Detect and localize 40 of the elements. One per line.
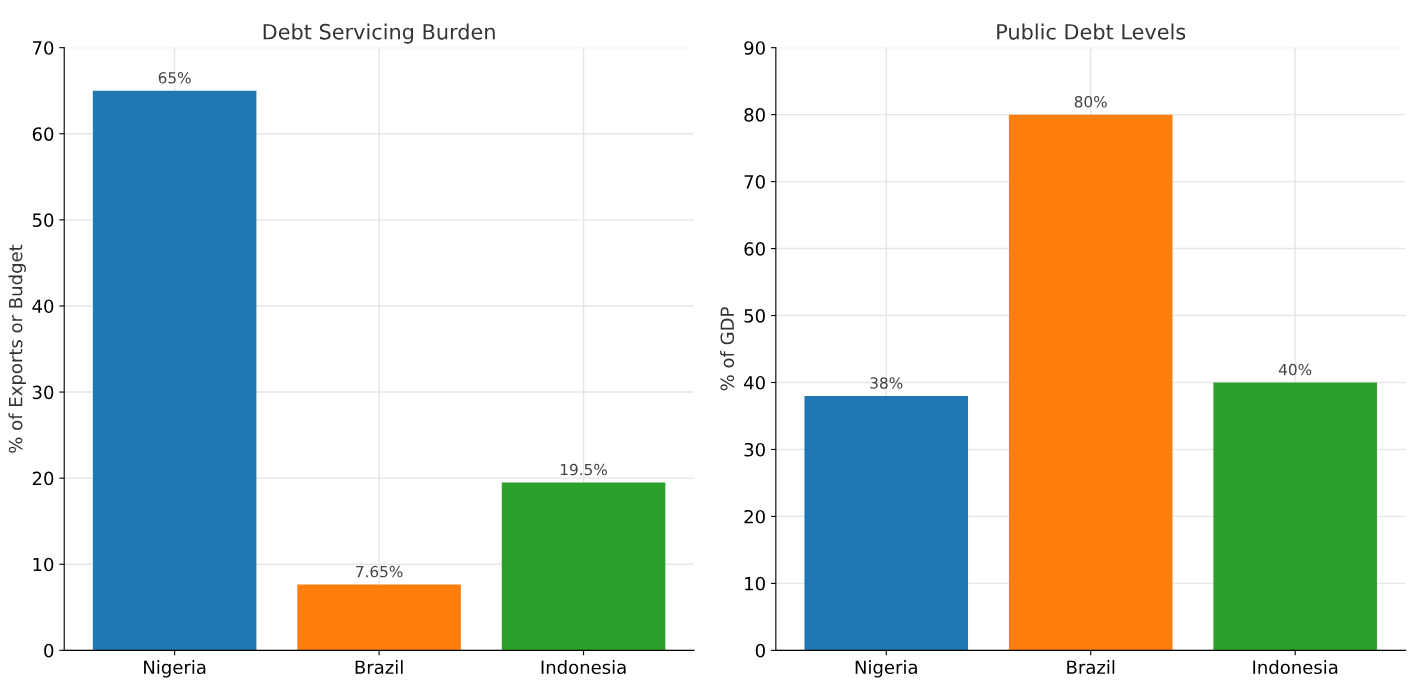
- chart-title: Debt Servicing Burden: [263, 23, 495, 44]
- bar: [1213, 382, 1377, 651]
- bar: [297, 584, 461, 651]
- y-tick-label: 0: [755, 643, 765, 658]
- y-tick-label: 20: [32, 471, 54, 486]
- bar: [92, 90, 257, 651]
- data-label: 80%: [1074, 95, 1107, 108]
- data-label: 65%: [158, 72, 191, 84]
- y-tick-label: 80: [744, 108, 765, 122]
- x-tick-label: Brazil: [355, 660, 403, 675]
- y-tick-label: 70: [33, 41, 54, 55]
- bar: [501, 482, 666, 651]
- x-tick-label: Nigeria: [855, 660, 917, 678]
- x-tick-label: Indonesia: [541, 660, 626, 675]
- y-tick-label: 60: [744, 242, 765, 256]
- data-label: 38%: [870, 377, 903, 389]
- y-tick-label: 60: [32, 127, 54, 141]
- y-tick-label: 50: [744, 308, 765, 323]
- y-axis-title: % of GDP: [720, 307, 735, 391]
- data-label: 40%: [1278, 363, 1312, 376]
- y-tick-label: 40: [744, 375, 765, 390]
- x-tick-label: Brazil: [1067, 660, 1115, 675]
- y-tick-label: 40: [32, 299, 54, 314]
- y-tick-label: 30: [32, 385, 54, 400]
- x-tick-label: Indonesia: [1253, 660, 1338, 675]
- y-tick-label: 50: [32, 213, 54, 227]
- y-tick-label: 90: [744, 41, 765, 55]
- y-tick-label: 10: [745, 576, 765, 591]
- y-tick-label: 30: [744, 442, 765, 457]
- bar: [1008, 114, 1173, 651]
- y-axis-title: % of Exports or Budget: [8, 244, 26, 453]
- data-label: 19.5%: [560, 463, 607, 476]
- y-tick-label: 20: [744, 509, 765, 524]
- bar: [804, 395, 969, 651]
- y-tick-label: 70: [744, 175, 765, 189]
- x-tick-label: Nigeria: [144, 660, 206, 678]
- y-tick-label: 10: [33, 557, 54, 572]
- data-label: 7.65%: [356, 565, 403, 578]
- y-tick-label: 0: [44, 643, 54, 658]
- chart-title: Public Debt Levels: [997, 23, 1186, 40]
